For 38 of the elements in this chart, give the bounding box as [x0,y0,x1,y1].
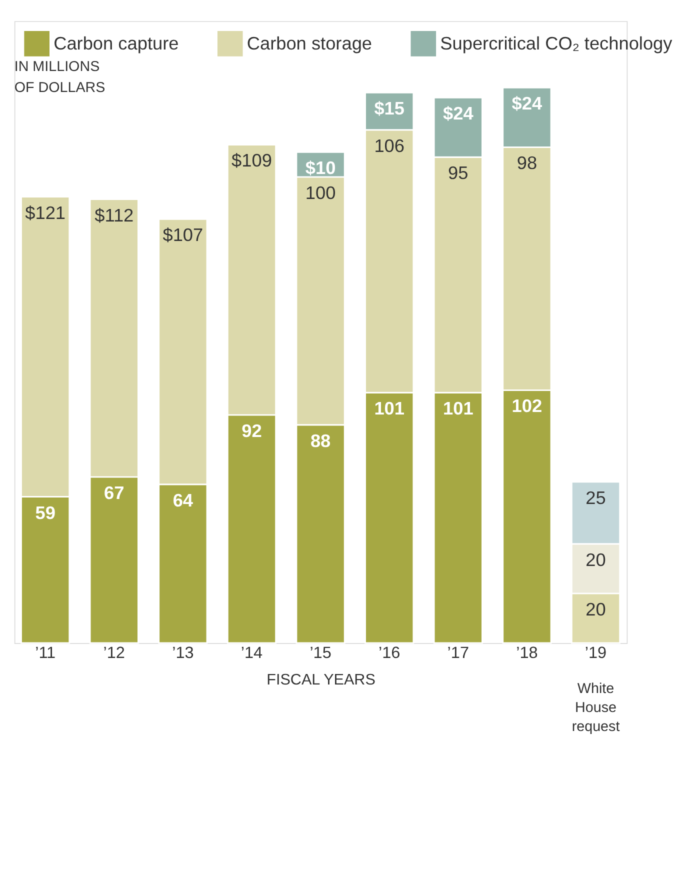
data-label: $24 [443,104,474,124]
x-axis-title: FISCAL YEARS [266,672,376,689]
legend-label: Carbon capture [54,33,179,54]
data-label: $121 [25,202,66,223]
data-label: 20 [586,599,606,620]
data-label: 20 [586,550,606,570]
annotation: IN MILLIONS OF DOLLARS [14,58,106,96]
x-tick-label: ’13 [172,644,194,662]
data-label: 101 [374,398,404,419]
data-label: 102 [512,396,542,416]
data-label: 101 [443,398,474,419]
data-label: $10 [305,158,336,178]
data-label: 67 [104,482,124,503]
data-label: 106 [374,136,404,156]
data-label: 100 [305,182,336,203]
data-label: 59 [35,502,56,523]
data-label: $112 [94,205,134,226]
data-label: 88 [310,430,331,451]
x-tick-label: ’18 [516,644,538,662]
x-tick-label: ’17 [447,644,469,662]
x-tick-label: ’19 [584,644,607,662]
data-label: $15 [374,98,404,119]
text: White House request [572,680,620,736]
data-label: 95 [448,163,468,184]
x-tick-label: ’11 [35,644,56,662]
data-label: $24 [512,94,542,114]
x-tick-label: ’14 [240,644,263,662]
x-tick-label: ’15 [310,644,332,662]
data-label: $109 [232,150,272,171]
x-tick-label: ’12 [103,644,125,662]
data-label: 92 [242,420,262,441]
x-tick-label: ’16 [378,644,400,662]
data-label: 98 [516,153,538,174]
legend-label: Supercritical CO₂ technology [440,33,674,54]
data-label: 25 [586,488,606,508]
legend-label: Carbon storage [246,33,372,54]
data-label: 64 [172,490,194,510]
data-label: $107 [162,225,204,246]
